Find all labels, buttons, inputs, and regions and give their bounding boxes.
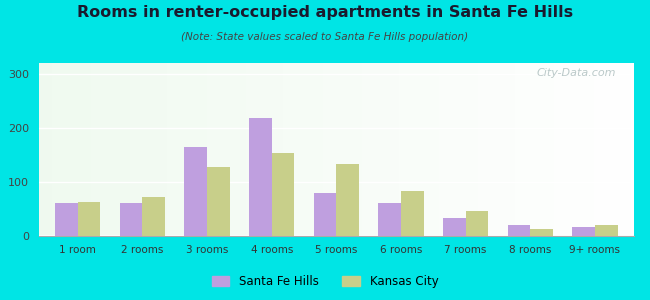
Bar bbox=[142, 197, 165, 236]
Text: City-Data.com: City-Data.com bbox=[536, 68, 616, 78]
Text: (Note: State values scaled to Santa Fe Hills population): (Note: State values scaled to Santa Fe H… bbox=[181, 32, 469, 41]
Bar bbox=[272, 153, 294, 236]
Bar bbox=[185, 147, 207, 236]
Bar bbox=[55, 203, 78, 236]
Bar bbox=[465, 211, 488, 236]
Bar bbox=[120, 203, 142, 236]
Bar bbox=[508, 225, 530, 236]
Bar bbox=[443, 218, 465, 236]
Bar bbox=[78, 202, 100, 236]
Legend: Santa Fe Hills, Kansas City: Santa Fe Hills, Kansas City bbox=[207, 270, 443, 292]
Bar bbox=[378, 203, 401, 236]
Bar bbox=[401, 191, 424, 236]
Text: Rooms in renter-occupied apartments in Santa Fe Hills: Rooms in renter-occupied apartments in S… bbox=[77, 4, 573, 20]
Bar bbox=[530, 229, 553, 236]
Bar bbox=[314, 194, 337, 236]
Bar bbox=[573, 227, 595, 236]
Bar bbox=[337, 164, 359, 236]
Bar bbox=[207, 167, 229, 236]
Bar bbox=[249, 118, 272, 236]
Bar bbox=[595, 225, 618, 236]
